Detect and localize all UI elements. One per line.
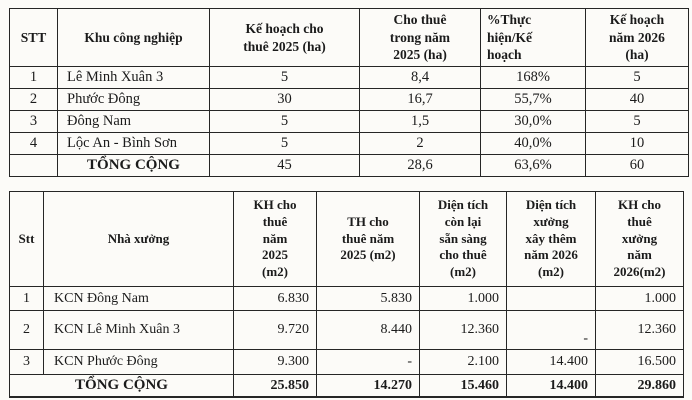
table1-total-row: TỔNG CỘNG 45 28,6 63,6% 60	[9, 154, 689, 177]
cell-actual-lease-2025: 8.440	[316, 310, 420, 350]
cell-plan-lease-2026: 1.000	[595, 286, 684, 311]
table-row: 2 KCN Lê Minh Xuân 3 9.720 8.440 12.360 …	[9, 310, 684, 350]
industrial-parks-table: STT Khu công nghiệp Kế hoạch cho thuê 20…	[9, 8, 689, 177]
cell-stt: 1	[9, 286, 44, 311]
cell-percent: 168%	[480, 66, 586, 89]
cell-actual-lease-2025: 5.830	[316, 286, 420, 311]
cell-plan-2025: 30	[209, 88, 360, 111]
cell-area-new-2026: 14.400	[506, 349, 596, 375]
table-row: 4 Lộc An - Bình Sơn 5 2 40,0% 10	[9, 132, 689, 155]
cell-total-plan-lease-2026: 29.860	[595, 374, 684, 398]
cell-leased-2025: 1,5	[359, 110, 481, 133]
table2-header-plan-lease-2026: KH cho thuê xưởng năm 2026(m2)	[595, 191, 684, 287]
cell-stt: 1	[9, 66, 58, 89]
cell-total-plan-lease-2025: 25.850	[233, 374, 317, 398]
cell-leased-2025: 16,7	[359, 88, 481, 111]
cell-total-actual-lease-2025: 14.270	[316, 374, 420, 398]
table1-header-percent: %Thực hiện/Kế hoạch	[480, 8, 586, 67]
cell-total-area-available: 15.460	[419, 374, 507, 398]
cell-area-new-2026	[506, 286, 596, 311]
table1-total-label: TỔNG CỘNG	[57, 154, 210, 177]
table2-header-actual-lease-2025: TH cho thuê năm 2025 (m2)	[316, 191, 420, 287]
cell-plan-lease-2026: 16.500	[595, 349, 684, 375]
table1-header-plan-2026: Kế hoạch năm 2026 (ha)	[585, 8, 689, 67]
cell-area-available: 2.100	[419, 349, 507, 375]
cell-park-name: Lộc An - Bình Sơn	[57, 132, 210, 155]
cell-plan-lease-2025: 9.300	[233, 349, 317, 375]
cell-factory-name: KCN Đông Nam	[43, 286, 234, 311]
cell-plan-2025: 5	[209, 110, 360, 133]
cell-stt: 2	[9, 88, 58, 111]
cell-percent: 30,0%	[480, 110, 586, 133]
cell-total-plan-2026: 60	[585, 154, 689, 177]
table1-header-plan-2025: Kế hoạch cho thuê 2025 (ha)	[209, 8, 360, 67]
cell-actual-lease-2025: -	[316, 349, 420, 375]
cell-park-name: Phước Đông	[57, 88, 210, 111]
cell-plan-2025: 5	[209, 132, 360, 155]
table-row: 3 KCN Phước Đông 9.300 - 2.100 14.400 16…	[9, 349, 684, 375]
cell-area-available: 1.000	[419, 286, 507, 311]
cell-plan-2025: 5	[209, 66, 360, 89]
cell-plan-lease-2025: 6.830	[233, 286, 317, 311]
factories-table: Stt Nhà xưởng KH cho thuê năm 2025 (m2) …	[9, 191, 684, 398]
cell-park-name: Đông Nam	[57, 110, 210, 133]
cell-factory-name: KCN Phước Đông	[43, 349, 234, 375]
table2-total-label: TỔNG CỘNG	[9, 374, 234, 398]
cell-area-available: 12.360	[419, 310, 507, 350]
table2-total-row: TỔNG CỘNG 25.850 14.270 15.460 14.400 29…	[9, 374, 684, 398]
table-row: 1 Lê Minh Xuân 3 5 8,4 168% 5	[9, 66, 689, 89]
cell-area-new-2026: -	[506, 310, 596, 350]
table2-header-area-new-2026: Diện tích xưởng xây thêm năm 2026 (m2)	[506, 191, 596, 287]
cell-leased-2025: 2	[359, 132, 481, 155]
cell-plan-lease-2025: 9.720	[233, 310, 317, 350]
cell-stt: 3	[9, 110, 58, 133]
table1-header-stt: STT	[9, 8, 58, 67]
cell-plan-2026: 40	[585, 88, 689, 111]
cell-leased-2025: 8,4	[359, 66, 481, 89]
cell-percent: 40,0%	[480, 132, 586, 155]
table2-header-factory: Nhà xưởng	[43, 191, 234, 287]
cell-total-plan-2025: 45	[209, 154, 360, 177]
table-row: 1 KCN Đông Nam 6.830 5.830 1.000 1.000	[9, 286, 684, 311]
table-row: 3 Đông Nam 5 1,5 30,0% 5	[9, 110, 689, 133]
table2-header-area-available: Diện tích còn lại sẵn sàng cho thuê (m2)	[419, 191, 507, 287]
table2-header-row: Stt Nhà xưởng KH cho thuê năm 2025 (m2) …	[9, 191, 684, 287]
cell-percent: 55,7%	[480, 88, 586, 111]
table1-header-leased-2025: Cho thuê trong năm 2025 (ha)	[359, 8, 481, 67]
cell-total-percent: 63,6%	[480, 154, 586, 177]
cell-total-area-new-2026: 14.400	[506, 374, 596, 398]
cell-plan-2026: 10	[585, 132, 689, 155]
cell-empty	[9, 154, 58, 177]
cell-factory-name: KCN Lê Minh Xuân 3	[43, 310, 234, 350]
cell-plan-2026: 5	[585, 110, 689, 133]
table1-header-park: Khu công nghiệp	[57, 8, 210, 67]
table2-header-stt: Stt	[9, 191, 44, 287]
cell-park-name: Lê Minh Xuân 3	[57, 66, 210, 89]
cell-stt: 4	[9, 132, 58, 155]
cell-stt: 3	[9, 349, 44, 375]
cell-total-leased-2025: 28,6	[359, 154, 481, 177]
table-row: 2 Phước Đông 30 16,7 55,7% 40	[9, 88, 689, 111]
table1-header-row: STT Khu công nghiệp Kế hoạch cho thuê 20…	[9, 8, 689, 67]
cell-plan-2026: 5	[585, 66, 689, 89]
table2-header-plan-lease-2025: KH cho thuê năm 2025 (m2)	[233, 191, 317, 287]
cell-plan-lease-2026: 12.360	[595, 310, 684, 350]
cell-stt: 2	[9, 310, 44, 350]
